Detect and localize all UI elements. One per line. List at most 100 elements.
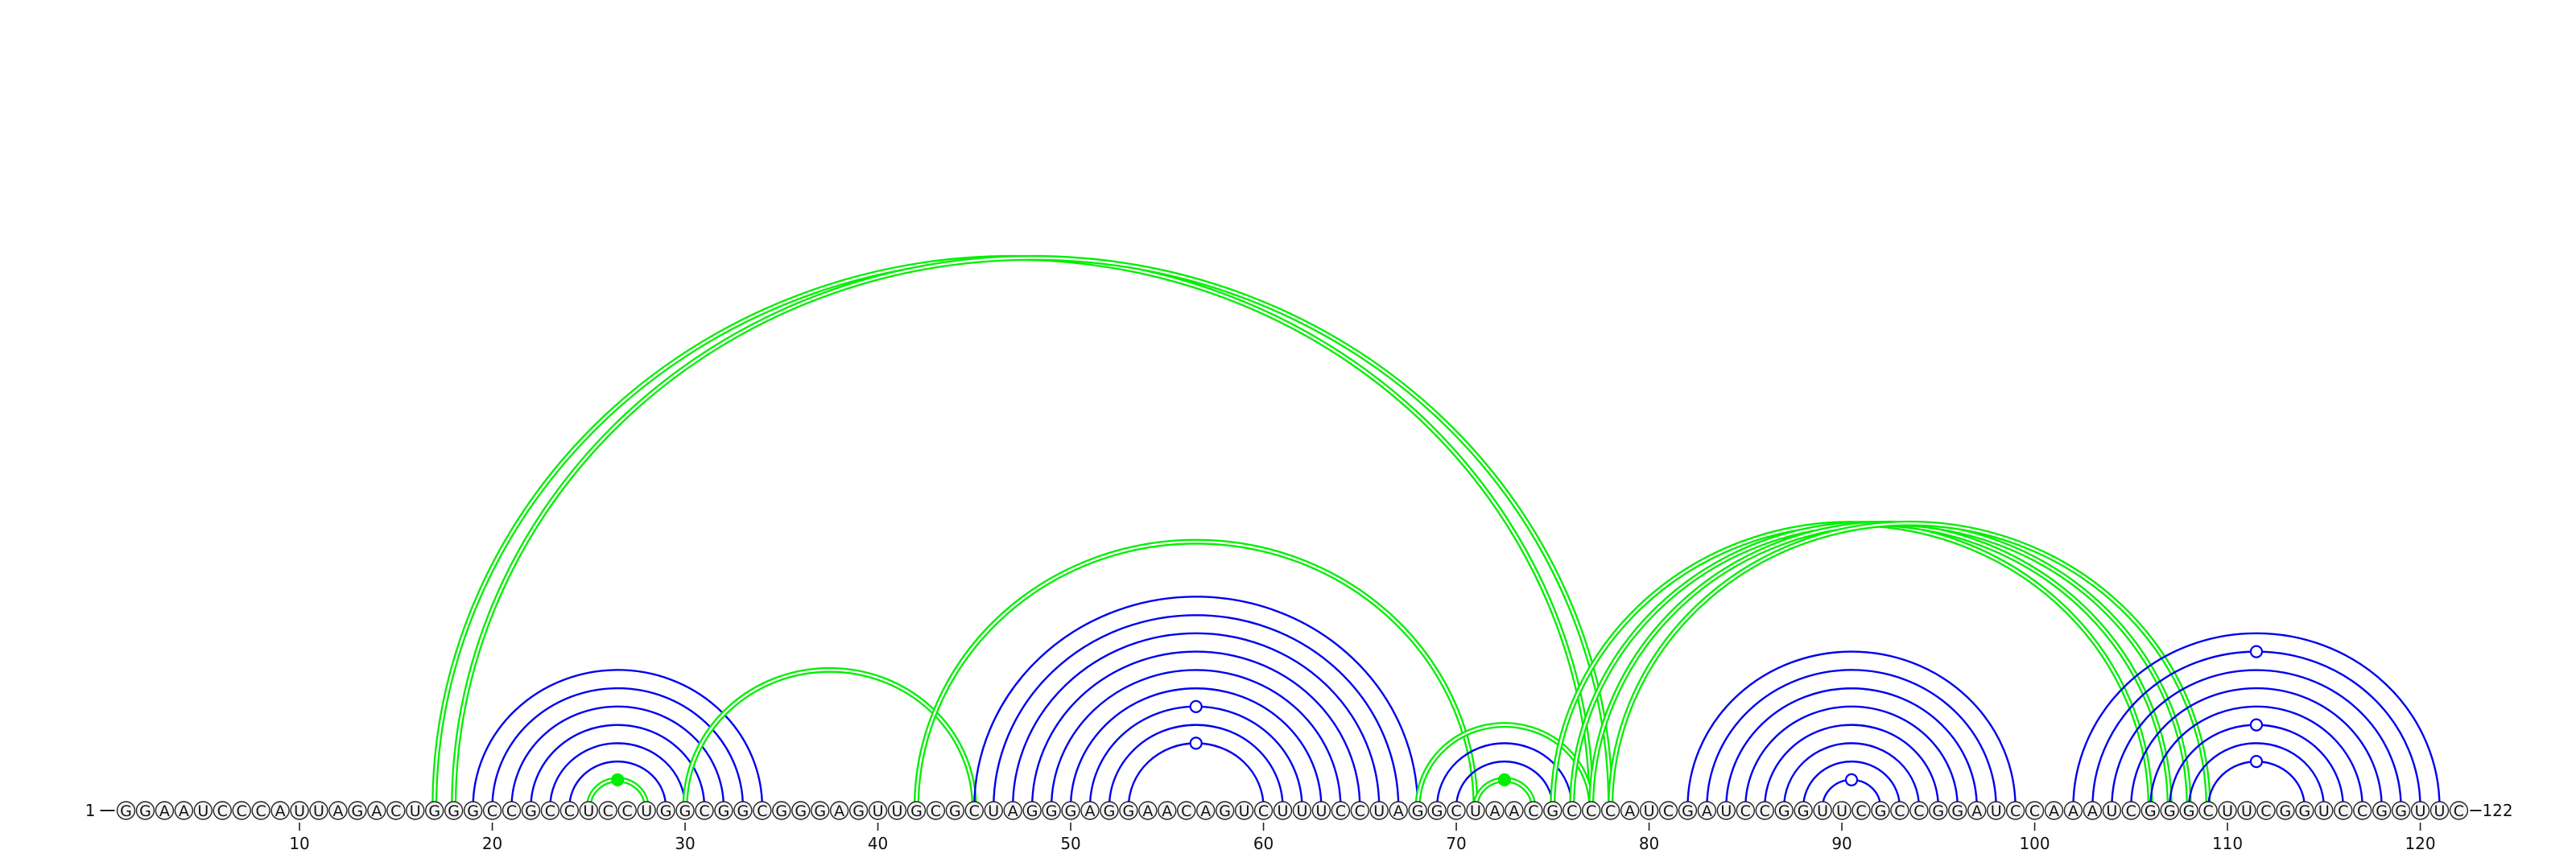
nucleotide-letter: C bbox=[931, 802, 941, 820]
nucleotide-letter: C bbox=[545, 802, 555, 820]
nested-pair-arc bbox=[973, 596, 1419, 808]
nucleotide-letter: G bbox=[1065, 802, 1077, 820]
nested-pair-arc bbox=[1012, 632, 1381, 808]
nucleotide-circle bbox=[811, 801, 830, 820]
nucleotide-circle bbox=[2140, 801, 2160, 820]
nucleotide-circle bbox=[1755, 801, 1774, 820]
nucleotide-circle bbox=[425, 801, 444, 820]
nucleotide: G bbox=[772, 801, 791, 820]
tick-label: 70 bbox=[1446, 834, 1466, 853]
pair-open-marker bbox=[2249, 718, 2264, 732]
nucleotide-letter: A bbox=[1200, 802, 1211, 820]
nucleotide-circle bbox=[1852, 801, 1871, 820]
nucleotide: G bbox=[2179, 801, 2198, 820]
nucleotide: U bbox=[984, 801, 1003, 820]
nucleotide: G bbox=[1119, 801, 1138, 820]
nucleotide: A bbox=[829, 801, 849, 820]
nested-pair-arc bbox=[1802, 760, 1901, 808]
nested-pair-arc bbox=[549, 742, 687, 808]
nucleotide-circle bbox=[444, 801, 464, 820]
nucleotide-letter: C bbox=[1567, 802, 1577, 820]
nucleotide-letter: A bbox=[2068, 802, 2079, 820]
nucleotide-letter: G bbox=[525, 802, 537, 820]
nucleotide: U bbox=[579, 801, 598, 820]
nucleotide: U bbox=[2314, 801, 2334, 820]
nucleotide-circle bbox=[540, 801, 560, 820]
nucleotide-circle bbox=[1003, 801, 1022, 820]
nucleotide-circle bbox=[2025, 801, 2045, 820]
nucleotide-letter: A bbox=[1142, 802, 1153, 820]
nucleotide-letter: U bbox=[294, 802, 305, 820]
nucleotide-letter: G bbox=[1431, 802, 1443, 820]
nucleotide-letter: G bbox=[2183, 802, 2195, 820]
nucleotide: C bbox=[2025, 801, 2045, 820]
tick-label: 20 bbox=[482, 834, 502, 853]
nucleotide-letter: U bbox=[1296, 802, 1307, 820]
nucleotide: G bbox=[1408, 801, 1427, 820]
nucleotide: U bbox=[1986, 801, 2006, 820]
nucleotide-circle bbox=[193, 801, 213, 820]
nucleotide: U bbox=[2237, 801, 2256, 820]
nucleotide-letter: A bbox=[1702, 802, 1712, 820]
nucleotide-circle bbox=[1658, 801, 1678, 820]
nucleotide: G bbox=[348, 801, 367, 820]
nucleotide-letter: C bbox=[603, 802, 613, 820]
nucleotide-letter: C bbox=[564, 802, 575, 820]
nucleotide-circle bbox=[2429, 801, 2450, 820]
tick-label: 110 bbox=[2212, 834, 2243, 853]
nucleotide: C bbox=[1755, 801, 1774, 820]
nucleotide-circle bbox=[1215, 801, 1235, 820]
nucleotide-circle bbox=[2102, 801, 2122, 820]
nucleotide: C bbox=[386, 801, 406, 820]
nucleotide: G bbox=[733, 801, 753, 820]
tick-label: 60 bbox=[1253, 834, 1274, 853]
nucleotide: C bbox=[1177, 801, 1196, 820]
nucleotide-circle bbox=[791, 801, 811, 820]
nucleotide: U bbox=[1639, 801, 1659, 820]
nucleotide-letter: C bbox=[2010, 802, 2021, 820]
nucleotide-letter: C bbox=[1335, 802, 1346, 820]
nucleotide: C bbox=[926, 801, 946, 820]
nucleotide-letter: U bbox=[1817, 802, 1828, 820]
nucleotide-circle bbox=[1813, 801, 1832, 820]
nucleotide-circle bbox=[945, 801, 965, 820]
nucleotide-letter: C bbox=[622, 802, 633, 820]
nucleotide-letter: G bbox=[1026, 802, 1038, 820]
nucleotide-circle bbox=[1466, 801, 1485, 820]
nucleotide-circle bbox=[2449, 801, 2469, 820]
nucleotide-circle bbox=[2410, 801, 2430, 820]
nucleotide-letter: A bbox=[1971, 802, 1982, 820]
nucleotide-letter: U bbox=[1373, 802, 1385, 820]
nucleotide-letter: U bbox=[1991, 802, 2002, 820]
nucleotide: G bbox=[116, 801, 136, 820]
nucleotide: U bbox=[406, 801, 425, 820]
nucleotide-letter: G bbox=[120, 802, 132, 820]
nucleotide-letter: C bbox=[390, 802, 401, 820]
nucleotide-letter: U bbox=[988, 802, 999, 820]
nucleotide: G bbox=[656, 801, 675, 820]
nucleotide-letter: C bbox=[1451, 802, 1461, 820]
pair-filled-marker bbox=[611, 773, 625, 786]
nucleotide-letter: C bbox=[2454, 802, 2464, 820]
pseudoknot-pair-arc-core bbox=[915, 540, 1477, 808]
nucleotide-letter: C bbox=[2202, 802, 2213, 820]
nucleotide: G bbox=[1061, 801, 1080, 820]
nucleotide-letter: G bbox=[1932, 802, 1944, 820]
nucleotide-circle bbox=[2314, 801, 2334, 820]
tick-label: 10 bbox=[289, 834, 309, 853]
nucleotide-letter: C bbox=[699, 802, 709, 820]
nucleotide: C bbox=[1890, 801, 1909, 820]
nucleotide-letter: G bbox=[660, 802, 672, 820]
nucleotide-circle bbox=[1620, 801, 1640, 820]
nucleotide: U bbox=[2410, 801, 2430, 820]
nucleotide: G bbox=[1774, 801, 1794, 820]
nucleotide-circle bbox=[1158, 801, 1177, 820]
nucleotide-letter: A bbox=[332, 802, 343, 820]
pseudoknot-pair-arc-core bbox=[452, 257, 1612, 808]
nucleotide: A bbox=[1003, 801, 1022, 820]
nucleotide: U bbox=[1716, 801, 1736, 820]
nucleotide-letter: C bbox=[2338, 802, 2348, 820]
nucleotide: C bbox=[1563, 801, 1582, 820]
nucleotide-circle bbox=[906, 801, 927, 820]
nucleotide-circle bbox=[482, 801, 502, 820]
